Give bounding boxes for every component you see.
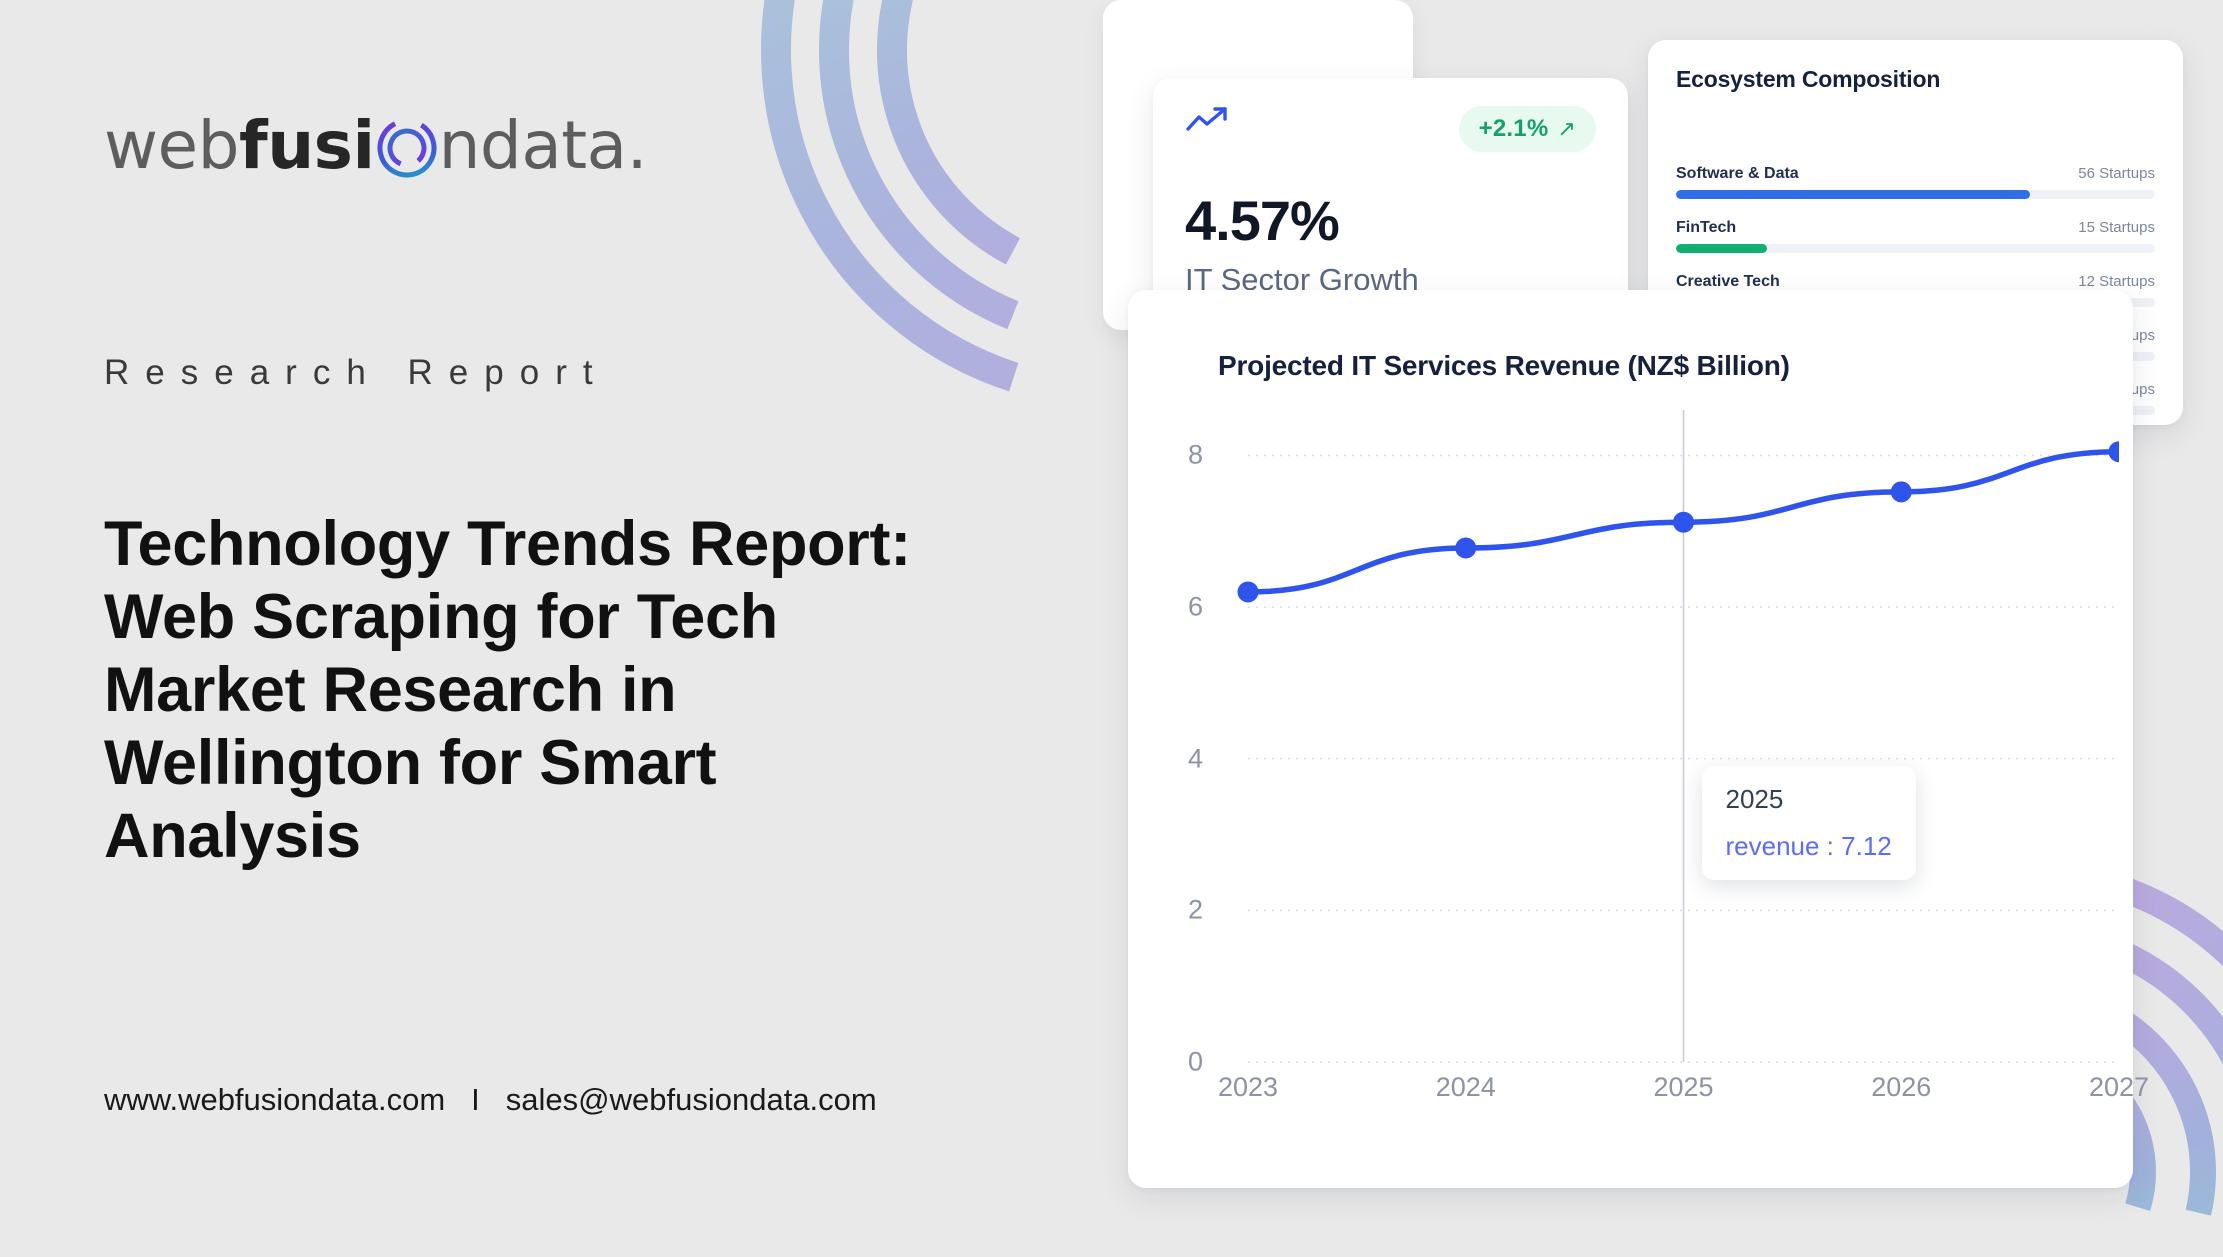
stat-value: 4.57% — [1185, 189, 1340, 252]
x-axis-tick: 2026 — [1871, 1072, 1932, 1102]
website-link[interactable]: www.webfusiondata.com — [104, 1082, 446, 1117]
data-point[interactable] — [1673, 511, 1694, 533]
ecosystem-bar-track — [1676, 190, 2155, 199]
ecosystem-bar-label: FinTech — [1676, 219, 1737, 236]
contact-line: www.webfusiondata.com I sales@webfusiond… — [104, 1082, 877, 1118]
brand-logo: webfusi — [104, 96, 648, 188]
ecosystem-bar-header: Software & Data 56 Startups — [1676, 165, 2155, 183]
revenue-chart-card[interactable]: Projected IT Services Revenue (NZ$ Billi… — [1128, 290, 2149, 1188]
line-chart-plot-area[interactable]: 0 2 4 6 8 2023 2024 2025 2026 2027 2025 revenue : 7… — [1188, 400, 2149, 1102]
chart-tooltip: 2025 revenue : 7.12 — [1701, 766, 1916, 881]
y-axis-tick: 6 — [1188, 591, 1204, 622]
y-axis-tick: 0 — [1188, 1046, 1204, 1077]
logo-text-ndata: ndata — [438, 106, 628, 184]
ecosystem-bar-label: Software & Data — [1676, 165, 1799, 182]
ecosystem-bar-fill — [1676, 244, 1767, 253]
y-axis-tick: 4 — [1188, 743, 1204, 774]
ecosystem-bar-header: Creative Tech 12 Startups — [1676, 273, 2155, 291]
trend-up-icon — [1185, 106, 1231, 136]
tooltip-x-label: 2025 — [1725, 784, 1784, 815]
x-axis-tick: 2025 — [1653, 1072, 1714, 1102]
growth-badge: +2.1% ↗ — [1458, 106, 1596, 152]
data-point[interactable] — [2108, 441, 2130, 463]
ecosystem-card-title: Ecosystem Composition — [1676, 66, 1941, 92]
report-eyebrow: Research Report — [104, 353, 609, 392]
x-axis-tick: 2023 — [1217, 1072, 1279, 1102]
ecosystem-bar-header: FinTech 15 Startups — [1676, 219, 2155, 237]
arrow-up-right-icon: ↗ — [1557, 116, 1576, 141]
revenue-line-chart — [1237, 410, 2130, 1063]
data-point[interactable] — [1890, 481, 1912, 503]
left-content-column: webfusi — [104, 0, 1104, 1257]
ecosystem-bar-count: 12 Startups — [2078, 273, 2155, 290]
ecosystem-bar-count: 56 Startups — [2078, 165, 2155, 182]
logo-text-dot: . — [626, 106, 648, 184]
email-link[interactable]: sales@webfusiondata.com — [505, 1082, 877, 1117]
gradient-ring-icon — [376, 117, 438, 179]
ecosystem-bar-label: Creative Tech — [1676, 273, 1780, 290]
ecosystem-bar-count: 15 Startups — [2078, 219, 2155, 236]
chart-title: Projected IT Services Revenue (NZ$ Billi… — [1218, 350, 1790, 381]
dashboard-mockup: +2.1% ↗ 4.57% IT Sector Growth CAGR to 2… — [1103, 0, 2223, 1257]
y-axis-tick: 8 — [1188, 439, 1204, 470]
logo-text-web: web — [104, 106, 239, 184]
stat-card-header: +2.1% ↗ — [1185, 106, 1596, 152]
tooltip-value: revenue : 7.12 — [1725, 831, 1892, 862]
ecosystem-bar-item: Software & Data 56 Startups — [1676, 165, 2155, 199]
ecosystem-bar-track — [1676, 244, 2155, 253]
y-axis-tick: 2 — [1188, 894, 1204, 925]
data-point[interactable] — [1237, 581, 1259, 603]
x-axis-tick: 2027 — [2088, 1072, 2150, 1102]
contact-separator: I — [471, 1082, 480, 1117]
page-title: Technology Trends Report: Web Scraping f… — [104, 509, 911, 872]
ecosystem-bar-fill — [1676, 190, 2031, 199]
x-axis-tick: 2024 — [1435, 1072, 1496, 1102]
logo-text-fusi: fusi — [238, 106, 375, 184]
ecosystem-bar-item: FinTech 15 Startups — [1676, 219, 2155, 253]
data-point[interactable] — [1455, 537, 1477, 559]
growth-badge-value: +2.1% — [1478, 115, 1549, 142]
